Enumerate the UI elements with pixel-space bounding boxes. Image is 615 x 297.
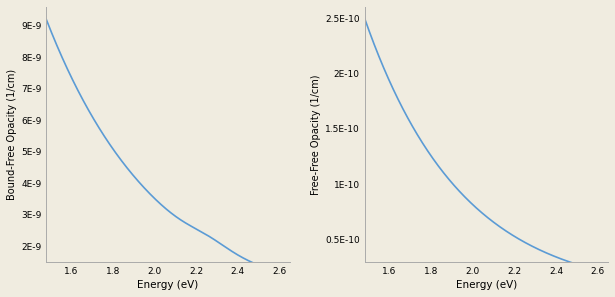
X-axis label: Energy (eV): Energy (eV) bbox=[456, 280, 517, 290]
Y-axis label: Free-Free Opacity (1/cm): Free-Free Opacity (1/cm) bbox=[311, 74, 321, 195]
Y-axis label: Bound-Free Opacity (1/cm): Bound-Free Opacity (1/cm) bbox=[7, 69, 17, 200]
X-axis label: Energy (eV): Energy (eV) bbox=[138, 280, 199, 290]
